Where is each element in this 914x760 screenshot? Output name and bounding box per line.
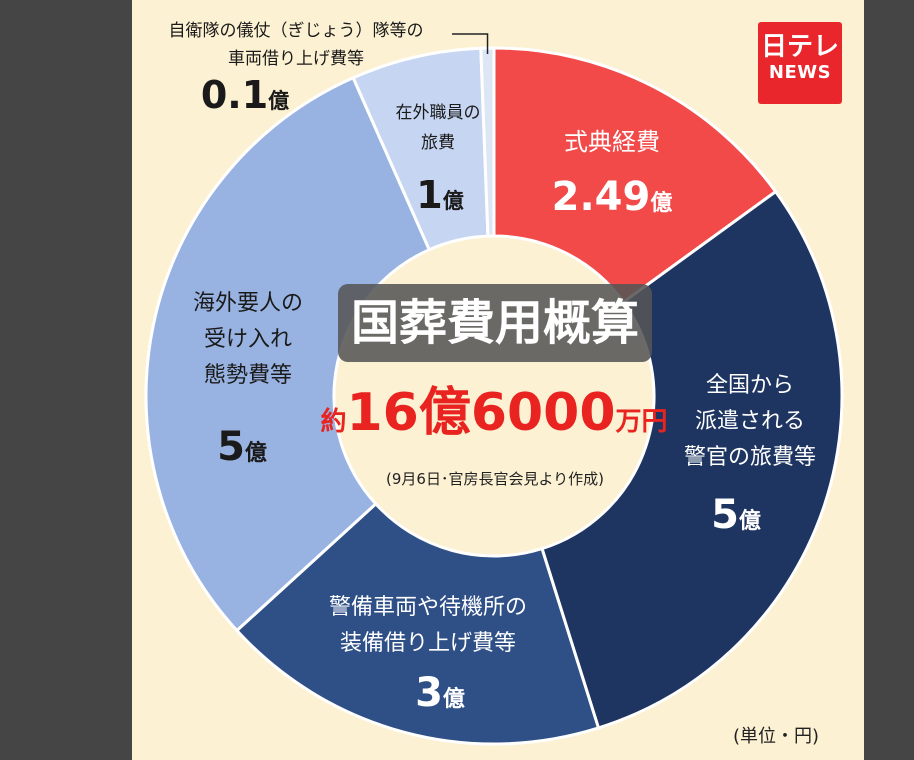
pie-slice-2 — [234, 501, 601, 746]
slice-label-3-line-0: 海外要人の — [193, 291, 303, 316]
slice-label-4-line-0: 在外職員の — [396, 103, 481, 123]
slice-label-5-line-0: 自衛隊の儀仗（ぎじょう）隊等の — [169, 21, 424, 41]
title-badge — [338, 284, 652, 362]
pie-slice-3 — [144, 75, 432, 633]
slice-label-0-line-0: 式典経費 — [564, 128, 660, 156]
pie-slice-5 — [479, 46, 496, 238]
slice-value-3: 5億 — [217, 424, 267, 470]
left-border — [0, 0, 132, 760]
slice-label-2-line-1: 装備借り上げ費等 — [340, 631, 516, 656]
center-total: 約16億6000万円 — [320, 383, 667, 443]
center-title: 国葬費用概算 — [351, 295, 639, 351]
slice-label-4-line-1: 旅費 — [421, 133, 455, 153]
slice-value-1: 5億 — [711, 492, 761, 538]
slice-label-1-line-0: 全国から — [706, 373, 794, 398]
pie-slice-0 — [492, 46, 778, 305]
source-note: (9月6日･官房長官会見より作成) — [386, 470, 604, 488]
ntv-news-logo: 日テレ NEWS — [758, 22, 842, 104]
slice-value-4: 1億 — [416, 173, 463, 217]
slice-value-5: 0.1億 — [201, 73, 289, 117]
slice-value-2: 3億 — [415, 670, 465, 716]
approx-prefix: 約 — [320, 406, 346, 437]
total-amount: 16億6000 — [346, 383, 615, 443]
logo-text-news: NEWS — [768, 62, 832, 83]
callout-leader-line — [452, 33, 489, 55]
right-border — [864, 0, 914, 760]
slice-label-3-line-2: 態勢費等 — [204, 363, 292, 388]
pie-slice-1 — [540, 189, 844, 730]
total-unit: 万円 — [616, 407, 668, 437]
logo-text-ja: 日テレ — [760, 32, 839, 62]
unit-note: (単位・円) — [733, 726, 819, 747]
slice-label-5-line-1: 車両借り上げ費等 — [228, 49, 364, 69]
slice-label-1-line-2: 警官の旅費等 — [684, 445, 816, 470]
slice-label-2-line-0: 警備車両や待機所の — [329, 595, 527, 620]
slice-label-1-line-1: 派遣される — [695, 409, 805, 434]
slice-label-3-line-1: 受け入れ — [204, 327, 292, 352]
slice-value-0: 2.49億 — [552, 174, 673, 220]
